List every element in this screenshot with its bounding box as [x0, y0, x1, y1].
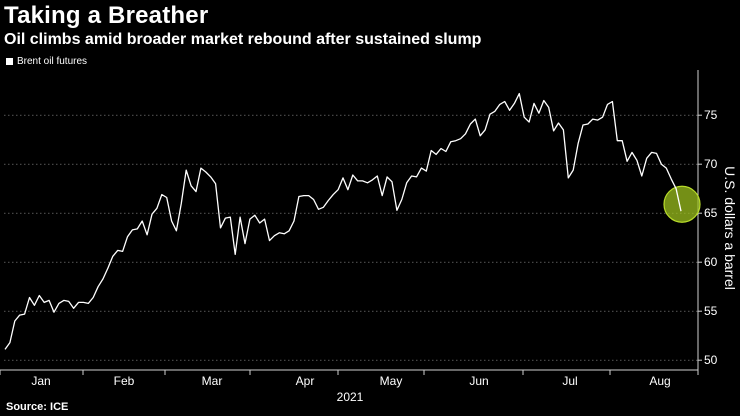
series-layer: [4, 92, 701, 350]
x-tick-label: Jun: [469, 374, 488, 388]
x-tick-label: Aug: [649, 374, 670, 388]
y-tick-label: 75: [704, 108, 718, 122]
x-axis: Jan Feb Mar Apr May Jun Jul Aug: [0, 369, 699, 388]
chart-title: Taking a Breather: [4, 2, 209, 29]
source-note: Source: ICE: [6, 401, 69, 413]
series-line-brent: [4, 92, 682, 350]
chart-subtitle: Oil climbs amid broader market rebound a…: [4, 31, 482, 48]
y-tick-label: 50: [704, 353, 718, 367]
legend-label: Brent oil futures: [17, 56, 88, 67]
legend: Brent oil futures: [6, 56, 87, 67]
x-tick-label: May: [380, 374, 403, 388]
y-tick-label: 60: [704, 255, 718, 269]
y-tick-label: 55: [704, 304, 718, 318]
y-tick-label: 70: [704, 157, 718, 171]
grid: [4, 114, 698, 361]
y-axis: 50 55 60 65 70 75: [697, 70, 718, 370]
x-tick-label: Jul: [562, 374, 577, 388]
latest-value-highlight: [663, 185, 701, 223]
y-tick-label: 65: [704, 206, 718, 220]
y-axis-label: U.S. dollars a barrel: [722, 166, 738, 290]
x-tick-label: Jan: [31, 374, 50, 388]
legend-swatch: [6, 58, 13, 65]
x-tick-label: Feb: [114, 374, 135, 388]
x-tick-label: Mar: [202, 374, 223, 388]
x-tick-label: Apr: [296, 374, 315, 388]
x-axis-year-label: 2021: [337, 390, 364, 404]
